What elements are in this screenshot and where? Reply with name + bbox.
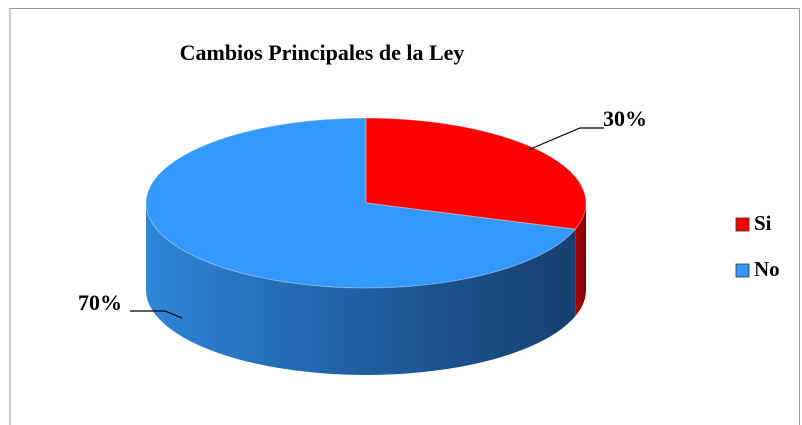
data-label: 70% <box>78 290 122 315</box>
pie-side <box>146 203 576 375</box>
legend-swatch <box>735 263 750 278</box>
chart-frame <box>9 8 800 425</box>
legend-label: No <box>754 257 780 281</box>
pie-slice <box>365 117 587 230</box>
legend-label: Si <box>754 211 772 235</box>
leader-line <box>130 310 183 319</box>
pie-slice <box>145 117 577 289</box>
legend-swatch <box>735 217 750 232</box>
leader-line <box>527 127 604 151</box>
chart-title: Cambios Principales de la Ley <box>180 40 465 65</box>
pie-side <box>575 203 586 317</box>
data-label: 30% <box>603 106 647 131</box>
